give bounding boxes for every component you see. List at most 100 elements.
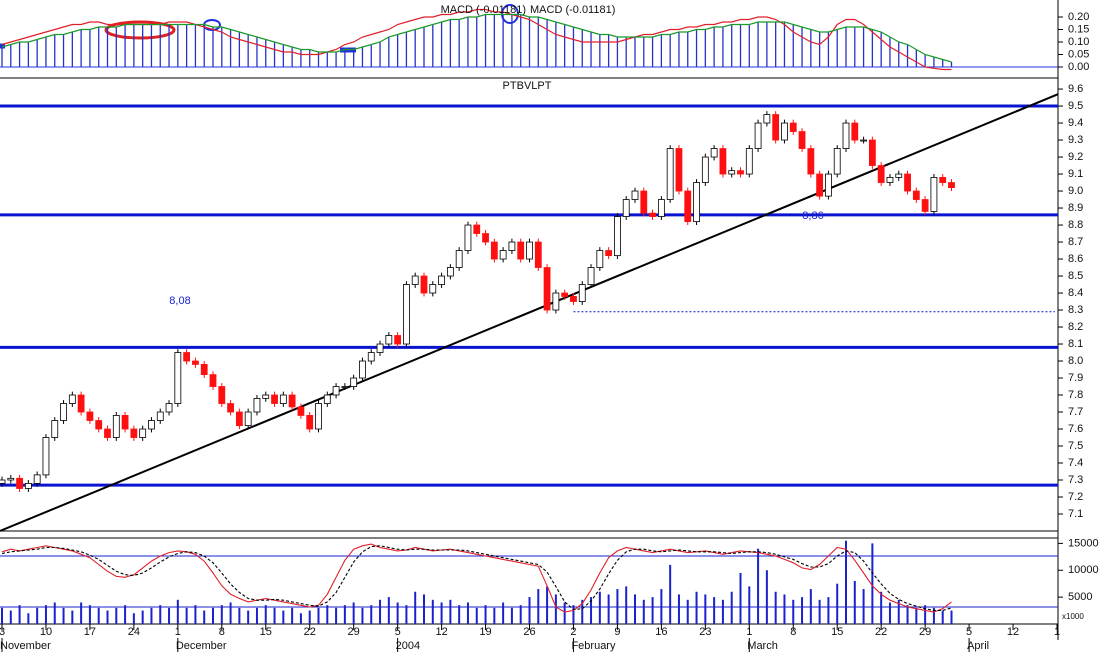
volume-bar xyxy=(62,607,65,624)
candle-body xyxy=(693,182,700,223)
legend-entry: MACD (-0.01181) xyxy=(441,4,526,16)
candle-body xyxy=(710,148,718,158)
volume-bar xyxy=(405,605,408,624)
volume-bar xyxy=(888,602,891,624)
candle-body xyxy=(130,428,138,438)
volume-bar xyxy=(273,607,276,624)
candle-body xyxy=(816,173,824,197)
volume-bar xyxy=(150,607,153,624)
candle-body xyxy=(403,284,410,345)
y-tick-label: 8.6 xyxy=(1068,253,1083,265)
month-label: November xyxy=(0,640,51,652)
volume-bar xyxy=(449,599,452,624)
candle-body xyxy=(737,170,744,175)
y-unit: x1000 xyxy=(1062,612,1084,621)
annotation-ellipse xyxy=(104,20,176,40)
y-tick-label: 10000 xyxy=(1068,564,1099,576)
x-tick-label: 15 xyxy=(260,626,272,638)
candle-body xyxy=(772,114,780,141)
volume-bar xyxy=(484,605,487,624)
volume-bar xyxy=(335,607,338,624)
annotation: 8,86 xyxy=(802,210,823,222)
volume-bar xyxy=(554,594,557,624)
volume-bar xyxy=(792,599,795,624)
candle-body xyxy=(640,190,648,214)
x-tick-label: 29 xyxy=(919,626,931,638)
month-label: March xyxy=(747,640,778,652)
volume-bar xyxy=(730,591,733,624)
volume-bar xyxy=(704,594,707,624)
candle-body xyxy=(192,360,199,365)
volume-bar xyxy=(168,607,171,624)
volume-bar xyxy=(686,599,689,624)
candle-body xyxy=(350,377,358,387)
volume-bar xyxy=(607,594,610,624)
volume-bar xyxy=(352,602,355,624)
candle-body xyxy=(657,199,665,217)
volume-bar xyxy=(625,586,628,624)
volume-bar xyxy=(431,599,434,624)
candle-body xyxy=(904,173,911,192)
candle-body xyxy=(895,173,903,178)
y-tick-label: 7.4 xyxy=(1068,457,1083,469)
candle-body xyxy=(429,284,437,294)
volume-bar xyxy=(291,607,294,624)
candle-body xyxy=(482,233,489,243)
candle-body xyxy=(174,352,182,404)
volume-bar xyxy=(282,610,285,624)
x-tick-label: 15 xyxy=(831,626,843,638)
candle-body xyxy=(666,148,674,200)
y-tick-label: 8.8 xyxy=(1068,219,1083,231)
candle-body xyxy=(16,477,23,489)
y-tick-label: 8.2 xyxy=(1068,321,1083,333)
volume-bar xyxy=(159,605,162,624)
candle-body xyxy=(728,170,736,175)
candle-body xyxy=(0,479,6,484)
candle-body xyxy=(596,250,604,268)
y-tick-label: 7.7 xyxy=(1068,406,1083,418)
volume-bar xyxy=(458,605,461,624)
candle-body xyxy=(464,224,472,251)
volume-bar xyxy=(203,610,206,624)
month-label: 2004 xyxy=(396,640,420,652)
x-tick-label: 1 xyxy=(1054,626,1060,638)
volume-bar xyxy=(71,610,74,624)
y-tick-label: 0.20 xyxy=(1068,11,1089,23)
candle-body xyxy=(121,415,129,430)
volume-bar xyxy=(9,610,12,624)
candle-body xyxy=(51,420,59,438)
candle-body xyxy=(605,250,613,257)
volume-bar xyxy=(853,581,856,624)
y-tick-label: 9.3 xyxy=(1068,134,1083,146)
volume-bar xyxy=(132,613,135,624)
candle-body xyxy=(60,403,67,421)
candle-body xyxy=(68,394,76,404)
stochastic-line xyxy=(1,543,952,613)
volume-bar xyxy=(255,607,258,624)
candle-body xyxy=(218,386,226,404)
x-tick-label: 5 xyxy=(966,626,972,638)
volume-bar xyxy=(941,610,944,624)
y-tick-label: 8.7 xyxy=(1068,236,1083,248)
stochastic-line xyxy=(1,545,952,611)
y-tick-label: 9.4 xyxy=(1068,117,1083,129)
x-tick-label: 19 xyxy=(479,626,491,638)
candle-body xyxy=(825,173,832,197)
candle-body xyxy=(438,275,445,285)
volume-bar xyxy=(264,605,267,624)
y-tick-label: 15000 xyxy=(1068,537,1099,549)
volume-bar xyxy=(563,602,566,624)
y-tick-label: 0.00 xyxy=(1068,61,1089,73)
x-tick-label: 1 xyxy=(746,626,752,638)
volume-bar xyxy=(721,599,724,624)
volume-bar xyxy=(502,602,505,624)
x-tick-label: 8 xyxy=(219,626,225,638)
volume-bar xyxy=(194,605,197,624)
y-tick-label: 0.05 xyxy=(1068,48,1089,60)
volume-bar xyxy=(326,605,329,624)
volume-bar xyxy=(862,589,865,624)
y-tick-label: 7.9 xyxy=(1068,372,1083,384)
candle-body xyxy=(948,182,955,189)
y-tick-label: 0.10 xyxy=(1068,36,1089,48)
candle-body xyxy=(323,394,331,404)
